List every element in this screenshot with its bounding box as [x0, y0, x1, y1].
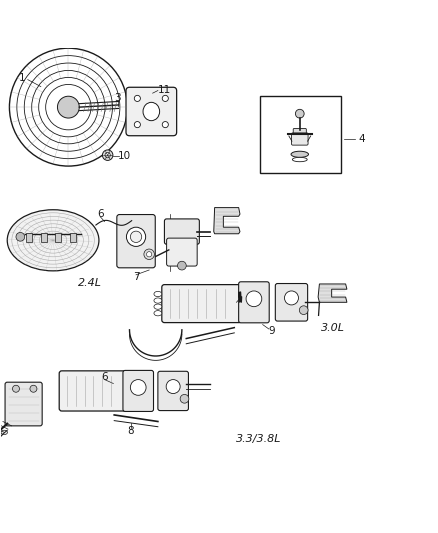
Circle shape [102, 150, 113, 160]
FancyBboxPatch shape [5, 382, 42, 426]
Text: 1: 1 [18, 73, 25, 83]
FancyBboxPatch shape [59, 371, 128, 411]
FancyBboxPatch shape [126, 87, 177, 136]
Bar [261, 96, 341, 173]
Text: 6: 6 [97, 209, 103, 219]
Circle shape [131, 379, 146, 395]
Circle shape [105, 152, 110, 158]
FancyBboxPatch shape [158, 372, 188, 410]
Circle shape [285, 291, 298, 305]
FancyBboxPatch shape [291, 133, 308, 145]
Text: 3.3/3.8L: 3.3/3.8L [237, 434, 282, 445]
Polygon shape [318, 284, 347, 302]
FancyBboxPatch shape [123, 370, 153, 411]
Text: 4: 4 [358, 134, 365, 143]
FancyBboxPatch shape [117, 215, 155, 268]
Ellipse shape [291, 151, 308, 157]
Circle shape [127, 227, 146, 246]
FancyBboxPatch shape [293, 128, 306, 137]
Circle shape [144, 249, 154, 260]
Text: 3.0L: 3.0L [321, 322, 346, 333]
Text: 3: 3 [114, 93, 121, 103]
Bar [41, 233, 47, 243]
FancyBboxPatch shape [162, 285, 241, 322]
Bar [26, 233, 32, 243]
Circle shape [162, 95, 168, 101]
Ellipse shape [154, 292, 162, 297]
Text: 7: 7 [133, 272, 139, 282]
Text: 6: 6 [101, 372, 108, 382]
Circle shape [166, 379, 180, 393]
Text: 9: 9 [268, 326, 275, 336]
Text: 8: 8 [127, 426, 134, 435]
Circle shape [57, 96, 79, 118]
FancyBboxPatch shape [166, 238, 197, 266]
Text: 2.4L: 2.4L [78, 278, 102, 288]
Ellipse shape [0, 432, 2, 437]
Circle shape [134, 95, 141, 101]
Circle shape [299, 306, 308, 314]
Circle shape [180, 394, 189, 403]
Ellipse shape [143, 102, 159, 120]
Circle shape [295, 109, 304, 118]
Circle shape [131, 231, 142, 243]
FancyBboxPatch shape [164, 219, 199, 244]
Circle shape [147, 252, 152, 257]
Text: 11: 11 [157, 85, 171, 95]
Circle shape [162, 122, 168, 128]
Circle shape [30, 385, 37, 392]
Ellipse shape [154, 298, 162, 303]
Text: 10: 10 [118, 151, 131, 160]
FancyBboxPatch shape [239, 282, 269, 323]
Circle shape [134, 122, 141, 128]
Text: 6: 6 [239, 291, 246, 301]
Circle shape [246, 291, 262, 306]
Polygon shape [214, 207, 240, 234]
Ellipse shape [1, 430, 7, 434]
Bar [55, 233, 61, 243]
FancyBboxPatch shape [276, 284, 307, 321]
Ellipse shape [154, 304, 162, 309]
Ellipse shape [292, 157, 307, 161]
Circle shape [177, 261, 186, 270]
Ellipse shape [154, 311, 162, 316]
Ellipse shape [7, 210, 99, 271]
Circle shape [16, 232, 25, 241]
Circle shape [12, 385, 19, 392]
Bar [70, 233, 76, 243]
